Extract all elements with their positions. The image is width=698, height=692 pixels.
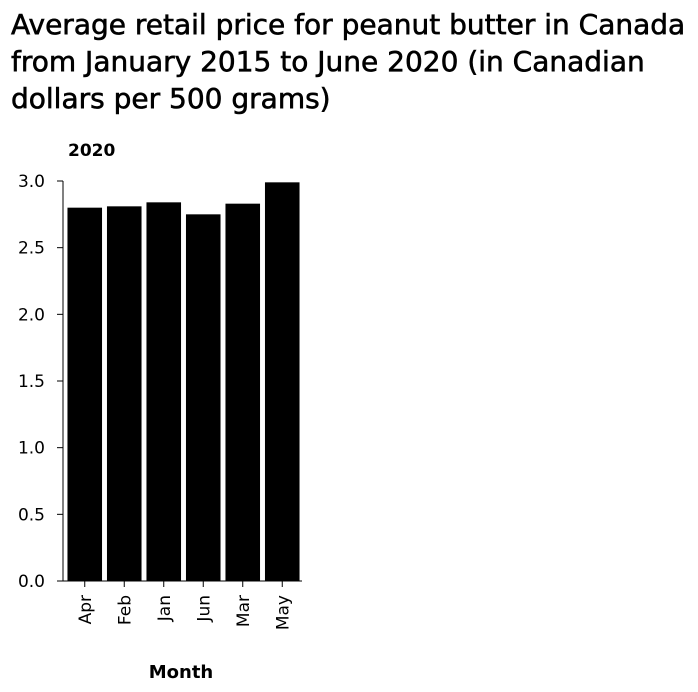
x-axis: Apr Feb Jan Jun Mar May	[63, 580, 302, 630]
y-tick-label: 0.5	[18, 505, 45, 525]
x-tick-label: Jun	[194, 595, 214, 623]
y-tick-label: 1.5	[18, 372, 45, 392]
bar-may	[264, 182, 300, 582]
series-label: 2020	[68, 141, 115, 161]
bar-jun	[185, 214, 221, 582]
y-tick-label: 1.0	[18, 439, 45, 459]
y-tick-label: 2.5	[18, 239, 45, 259]
y-tick-label: 2.0	[18, 305, 45, 325]
y-tick-label: 3.0	[18, 172, 45, 192]
bar-jan	[146, 202, 182, 582]
x-tick-label: May	[273, 595, 293, 630]
chart-title: Average retail price for peanut butter i…	[11, 8, 686, 116]
x-tick-label: Jan	[155, 595, 175, 622]
x-axis-label: Month	[149, 662, 214, 683]
bar-apr	[67, 207, 103, 581]
y-axis: 0.0 0.5 1.0 1.5 2.0 2.5 3.0	[18, 172, 64, 592]
bars	[67, 182, 300, 582]
bar-mar	[225, 203, 261, 581]
bar-feb	[106, 206, 142, 582]
x-tick-label: Apr	[76, 595, 96, 624]
y-tick-label: 0.0	[18, 572, 45, 592]
x-tick-label: Feb	[115, 595, 135, 625]
x-tick-label: Mar	[234, 595, 254, 627]
